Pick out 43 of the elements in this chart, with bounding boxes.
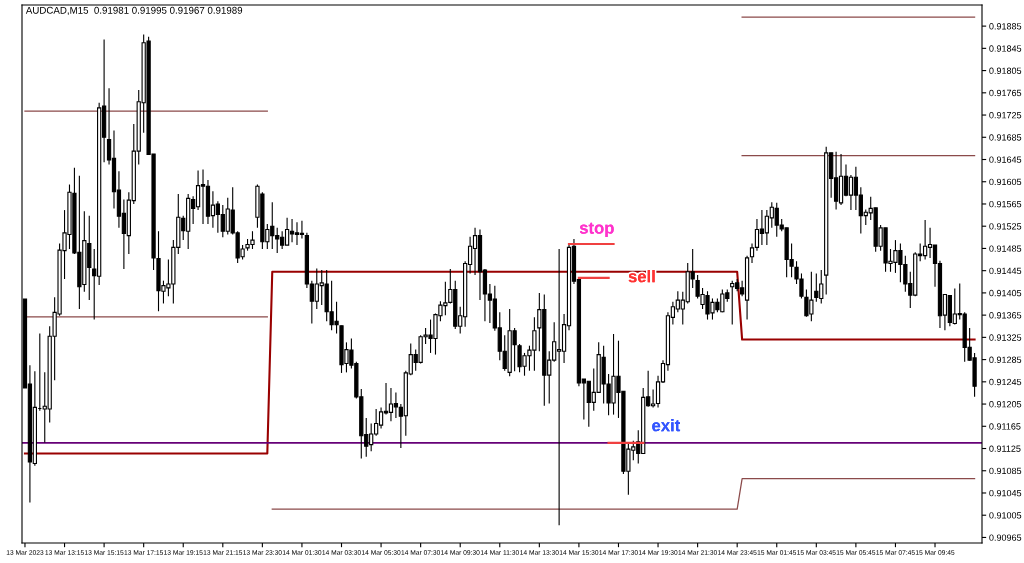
candlestick xyxy=(284,217,290,246)
candlestick xyxy=(472,227,478,276)
candlestick xyxy=(299,220,305,239)
y-tick-label: 0.91405 xyxy=(989,289,1022,297)
candlestick xyxy=(833,151,839,211)
candlestick xyxy=(556,248,562,526)
y-tick-label: 0.91885 xyxy=(989,23,1022,30)
candlestick xyxy=(814,272,819,303)
candlestick xyxy=(294,221,300,246)
candlestick xyxy=(195,170,201,211)
y-tick-label: 0.91765 xyxy=(989,89,1022,97)
y-tick-label: 0.91245 xyxy=(989,378,1022,386)
y-tick-label: 0.91085 xyxy=(989,467,1022,475)
chart-title: AUDCAD,M15 0.91981 0.91995 0.91967 0.91989 xyxy=(25,6,243,15)
y-tick-label: 0.91205 xyxy=(989,401,1022,408)
y-tick-label: 0.91445 xyxy=(989,267,1022,275)
y-tick-label: 0.91725 xyxy=(989,112,1022,119)
y-tick-label: 0.91565 xyxy=(989,200,1022,208)
y-tick-label: 0.91645 xyxy=(989,156,1022,163)
candlestick xyxy=(759,209,765,246)
candlestick xyxy=(289,218,295,243)
y-tick-label: 0.91125 xyxy=(989,445,1021,452)
candlestick xyxy=(210,190,216,229)
y-tick-label: 0.91365 xyxy=(989,312,1022,319)
y-tick-label: 0.91005 xyxy=(989,512,1022,519)
y-tick-label: 0.91325 xyxy=(989,334,1022,341)
y-tick-label: 0.91845 xyxy=(989,45,1022,52)
candlestick xyxy=(922,219,928,261)
y-tick-label: 0.90965 xyxy=(989,534,1022,541)
series-label: exit xyxy=(652,419,681,432)
y-tick-label: 0.91285 xyxy=(989,356,1022,363)
y-tick-label: 0.91485 xyxy=(989,245,1022,252)
candlestick xyxy=(388,387,394,422)
candlestick xyxy=(848,174,854,211)
series-label: sell xyxy=(628,270,655,283)
y-tick-label: 0.91685 xyxy=(989,134,1022,141)
y-tick-label: 0.91045 xyxy=(989,489,1022,497)
y-tick-label: 0.91805 xyxy=(989,67,1022,74)
y-tick-label: 0.91165 xyxy=(989,423,1021,430)
y-tick-label: 0.91525 xyxy=(989,223,1022,230)
candlestick xyxy=(200,168,206,225)
series-label: stop xyxy=(579,222,614,238)
y-tick-label: 0.91605 xyxy=(989,178,1022,186)
